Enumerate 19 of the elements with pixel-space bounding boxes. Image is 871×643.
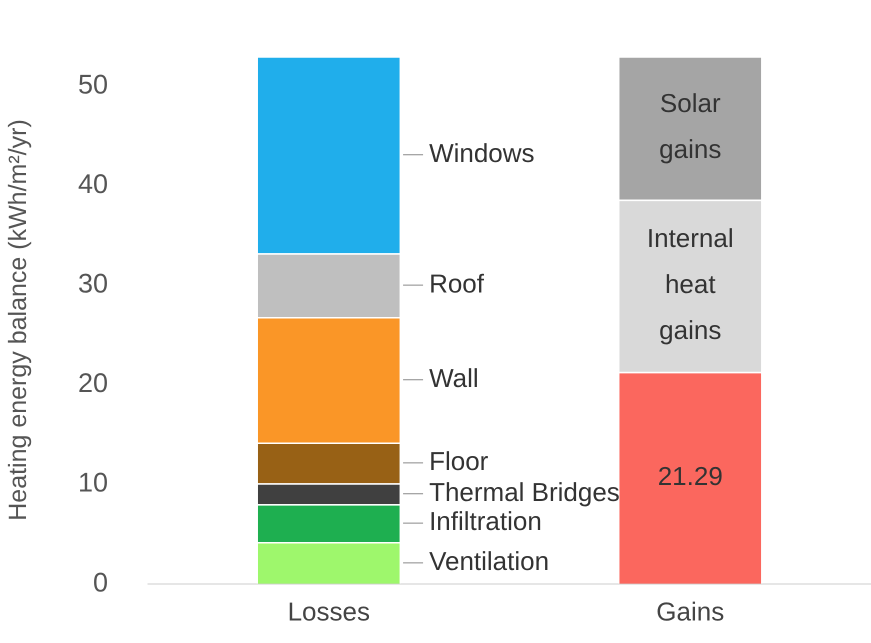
y-tick-label: 20 — [78, 368, 108, 398]
x-tick-label: Gains — [656, 596, 724, 627]
y-tick-label: 10 — [78, 468, 108, 498]
y-axis-title: Heating energy balance (kWh/m²/yr) — [4, 119, 32, 521]
y-tick-label: 0 — [93, 567, 108, 598]
x-tick-label: Losses — [288, 596, 370, 627]
series-label: Wall — [429, 362, 479, 393]
y-tick-label: 40 — [78, 169, 108, 200]
y-tick-label: 30 — [78, 268, 108, 299]
series-label: Roof — [429, 268, 485, 298]
series-label: Ventilation — [429, 546, 550, 576]
y-tick-label: 50 — [78, 70, 108, 100]
data-label: 21.29 — [658, 461, 723, 492]
series-label: Windows — [429, 138, 535, 168]
series-label: Thermal Bridges — [429, 476, 620, 507]
series-label: Solar gains — [659, 88, 722, 164]
series-label: Floor — [429, 446, 489, 476]
series-label: Internal heat gains — [646, 222, 734, 345]
series-label: Infiltration — [429, 506, 542, 536]
